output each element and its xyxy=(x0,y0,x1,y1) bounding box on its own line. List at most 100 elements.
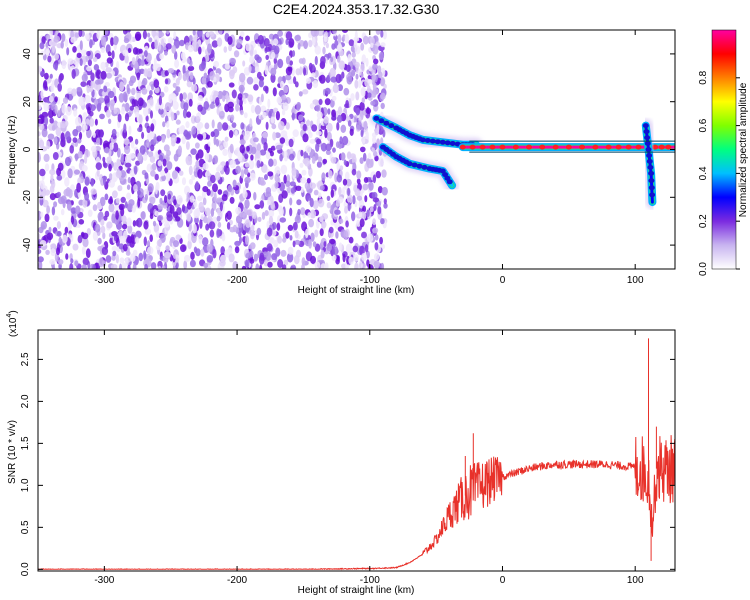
heatmap-noise-cell xyxy=(266,220,270,230)
heatmap-noise-cell xyxy=(130,253,136,263)
heatmap-noise-cell xyxy=(282,102,289,111)
heatmap-noise-cell xyxy=(175,234,182,240)
heatmap-noise-cell xyxy=(203,262,209,269)
heatmap-noise-cell xyxy=(38,260,43,269)
heatmap-noise-cell xyxy=(362,152,367,162)
heatmap-noise-cell xyxy=(253,137,259,143)
heatmap-noise-cell xyxy=(138,114,143,125)
heatmap-noise-cell xyxy=(199,218,203,229)
heatmap-noise-cell xyxy=(188,165,193,176)
heatmap-noise-cell xyxy=(149,90,153,96)
heatmap-noise-cell xyxy=(343,159,347,166)
heatmap-noise-cell xyxy=(117,185,123,192)
heatmap-noise-cell xyxy=(49,169,56,176)
heatmap-noise-cell xyxy=(143,188,150,198)
heatmap-noise-cell xyxy=(364,195,368,203)
heatmap-noise-cell xyxy=(153,57,157,67)
heatmap-noise-cell xyxy=(166,121,170,128)
heatmap-noise-cell xyxy=(163,86,169,93)
heatmap-noise-cell xyxy=(163,251,171,259)
heatmap-noise-cell xyxy=(201,189,206,200)
heatmap-noise-cell xyxy=(325,42,329,49)
heatmap-noise-cell xyxy=(150,123,155,132)
heatmap-noise-cell xyxy=(360,72,364,79)
heatmap-noise-cell xyxy=(45,48,51,55)
heatmap-noise-cell xyxy=(105,67,112,73)
heatmap-noise-cell xyxy=(288,38,295,48)
heatmap-noise-cell xyxy=(38,256,44,263)
heatmap-noise-cell xyxy=(250,154,254,161)
heatmap-noise-cell xyxy=(320,249,325,259)
heatmap-noise-cell xyxy=(182,64,186,75)
heatmap-noise-cell xyxy=(41,111,49,118)
y-tick-label: 40 xyxy=(22,48,33,60)
heatmap-noise-cell xyxy=(171,44,177,54)
heatmap-noise-cell xyxy=(173,240,179,248)
heatmap-noise-cell xyxy=(149,97,154,106)
heatmap-noise-cell xyxy=(84,176,90,186)
heatmap-noise-cell xyxy=(156,239,162,247)
heatmap-noise-cell xyxy=(73,107,78,117)
heatmap-feature-blob xyxy=(635,144,642,150)
heatmap-noise-cell xyxy=(347,187,351,197)
heatmap-noise-cell xyxy=(56,191,62,198)
heatmap-noise-cell xyxy=(363,120,368,130)
heatmap-noise-cell xyxy=(64,226,69,234)
heatmap-noise-cell xyxy=(311,72,316,78)
heatmap-noise-cell xyxy=(269,238,274,244)
heatmap-noise-cell xyxy=(92,56,98,63)
heatmap-noise-cell xyxy=(67,221,73,230)
heatmap-noise-cell xyxy=(197,95,203,101)
heatmap-noise-cell xyxy=(268,209,275,218)
heatmap-noise-cell xyxy=(351,52,356,58)
heatmap-noise-cell xyxy=(212,248,217,259)
heatmap-noise-cell xyxy=(85,118,90,125)
heatmap-noise-cell xyxy=(285,74,292,81)
heatmap-noise-cell xyxy=(149,196,156,205)
heatmap-noise-cell xyxy=(354,79,359,89)
heatmap-noise-cell xyxy=(336,161,340,171)
heatmap-noise-cell xyxy=(377,186,383,194)
heatmap-noise-cell xyxy=(203,72,208,79)
heatmap-noise-cell xyxy=(38,152,41,163)
heatmap-noise-cell xyxy=(182,92,188,100)
heatmap-noise-cell xyxy=(312,200,319,210)
heatmap-noise-cell xyxy=(104,146,110,154)
heatmap-noise-cell xyxy=(210,207,215,217)
heatmap-noise-cell xyxy=(321,221,327,229)
heatmap-noise-cell xyxy=(359,101,365,111)
heatmap-noise-cell xyxy=(234,246,240,254)
heatmap-noise-cell xyxy=(361,231,367,239)
heatmap-noise-cell xyxy=(205,31,210,38)
heatmap-noise-cell xyxy=(318,98,323,105)
heatmap-noise-cell xyxy=(99,113,105,120)
heatmap-noise-cell xyxy=(108,179,116,188)
heatmap-noise-cell xyxy=(115,197,120,204)
heatmap-noise-cell xyxy=(230,114,235,121)
heatmap-noise-cell xyxy=(264,174,268,181)
heatmap-noise-cell xyxy=(123,123,127,133)
heatmap-noise-cell xyxy=(299,162,304,168)
heatmap-noise-cell xyxy=(172,101,179,110)
heatmap-noise-cell xyxy=(370,42,374,48)
heatmap-features xyxy=(369,111,675,210)
heatmap-noise-cell xyxy=(60,120,67,129)
heatmap-noise-cell xyxy=(266,227,273,237)
heatmap-noise-cell xyxy=(319,74,326,84)
heatmap-noise-cell xyxy=(190,251,195,260)
heatmap-noise-cell xyxy=(134,138,139,145)
heatmap-noise-cell xyxy=(237,93,243,101)
heatmap-noise-cell xyxy=(70,36,76,44)
heatmap-noise-cell xyxy=(137,197,141,208)
heatmap-noise-cell xyxy=(38,248,42,255)
heatmap-noise-cell xyxy=(277,58,284,69)
heatmap-noise-cell xyxy=(125,162,132,168)
heatmap-noise-cell xyxy=(292,129,299,138)
heatmap-noise-cell xyxy=(327,108,331,115)
heatmap-noise-cell xyxy=(94,118,98,126)
heatmap-noise-cell xyxy=(306,177,311,184)
heatmap-noise-cell xyxy=(60,208,65,216)
heatmap-noise-cell xyxy=(267,98,271,109)
heatmap-noise-cell xyxy=(240,31,245,38)
heatmap-noise-cell xyxy=(254,54,260,61)
